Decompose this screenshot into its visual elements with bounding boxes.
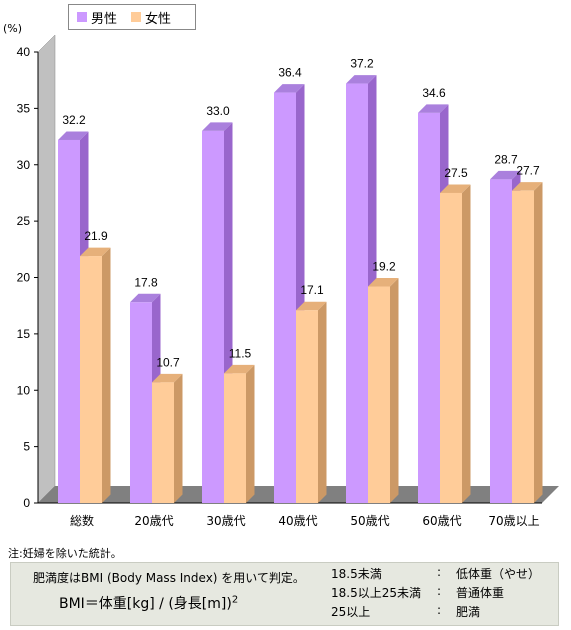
bar-male-top: [130, 293, 161, 303]
y-tick-label: 10: [17, 383, 31, 397]
bar-male: [130, 302, 152, 503]
chart-legend: 男性 女性: [68, 4, 196, 30]
bar-male-top: [418, 104, 449, 113]
bar-female-side: [174, 373, 183, 503]
data-label-male: 17.8: [134, 275, 158, 289]
x-tick-label: 20歳代: [134, 514, 173, 528]
bar-male-top: [274, 84, 305, 93]
criterion-label-3: 肥満: [456, 605, 481, 619]
y-tick-label: 25: [17, 214, 31, 228]
data-label-male: 34.6: [422, 86, 446, 100]
bar-male: [58, 139, 80, 503]
bar-female-side: [534, 182, 543, 503]
bar-female: [152, 382, 174, 503]
y-tick-label: 20: [17, 271, 31, 285]
bmi-info-title: 肥満度はBMI (Body Mass Index) を用いて判定。: [33, 571, 305, 585]
bar-female-top: [80, 247, 111, 257]
data-label-male: 33.0: [206, 104, 230, 118]
bar-female-top: [152, 373, 183, 383]
data-label-female: 27.5: [444, 166, 468, 180]
x-tick-label: 40歳代: [278, 514, 317, 528]
bar-female: [368, 286, 390, 503]
y-tick-label: 0: [23, 496, 30, 510]
bar-female: [440, 192, 462, 503]
bmi-formula: BMI＝体重[kg] / (身長[m])2: [59, 593, 238, 613]
chart-side-wall: [37, 34, 56, 504]
bar-female: [512, 190, 534, 503]
criterion-sep-3: :: [437, 603, 442, 617]
bar-male: [202, 130, 224, 504]
y-tick-label: 30: [17, 158, 31, 172]
y-tick-label: 40: [17, 45, 31, 59]
data-label-female: 21.9: [84, 229, 108, 243]
data-label-male: 37.2: [350, 57, 374, 71]
bar-male-top: [58, 131, 89, 140]
bmi-info-box: 肥満度はBMI (Body Mass Index) を用いて判定。 BMI＝体重…: [10, 562, 559, 626]
bar-female-side: [462, 184, 471, 503]
data-label-female: 10.7: [156, 355, 180, 369]
bar-male: [274, 92, 296, 503]
criterion-label-2: 普通体重: [456, 586, 505, 600]
bar-chart: 0 5 10 15 20 25 30 35 40 32.2 21.9 総数 17.8 10.7 20歳代 33…: [17, 34, 559, 528]
bar-female-side: [390, 278, 399, 503]
y-tick-label: 35: [17, 101, 31, 115]
data-label-male: 36.4: [278, 66, 302, 80]
bar-female-top: [296, 301, 327, 311]
legend-item-male: 男性: [77, 8, 117, 27]
bar-female-side: [246, 364, 255, 503]
criterion-sep-2: :: [437, 584, 442, 598]
legend-swatch-female: [131, 12, 142, 22]
x-tick-label: 総数: [70, 513, 94, 528]
criterion-range-3: 25以上: [331, 605, 371, 619]
bar-male-top: [202, 122, 233, 131]
criterion-sep-1: :: [437, 565, 442, 579]
bar-male: [346, 83, 368, 503]
bar-female-top: [512, 182, 543, 191]
x-tick-label: 70歳以上: [488, 514, 539, 528]
criterion-range-2: 18.5以上25未満: [331, 586, 421, 600]
bar-female: [296, 310, 318, 503]
data-label-male: 32.2: [62, 113, 86, 127]
y-tick-label: 5: [23, 440, 30, 454]
criterion-label-1: 低体重（やせ）: [456, 567, 541, 581]
legend-label-male: 男性: [91, 11, 118, 27]
legend-swatch-male: [77, 12, 87, 22]
bmi-formula-text: BMI＝体重[kg] / (身長[m]): [59, 596, 232, 612]
bar-male-top: [346, 75, 377, 84]
bar-female-top: [224, 364, 255, 374]
bar-male: [490, 179, 512, 503]
data-label-female: 17.1: [300, 283, 324, 297]
bar-female-top: [440, 184, 471, 193]
bar-female: [80, 256, 102, 503]
data-label-female: 11.5: [229, 346, 252, 360]
bmi-formula-exponent: 2: [231, 594, 239, 606]
y-tick-label: 15: [17, 327, 31, 341]
data-label-female: 27.7: [516, 164, 540, 178]
bar-female-side: [318, 301, 327, 503]
x-tick-label: 60歳代: [422, 514, 461, 528]
legend-label-female: 女性: [145, 11, 172, 27]
bar-male: [418, 112, 440, 503]
bar-female: [224, 373, 246, 503]
data-label-female: 19.2: [372, 260, 396, 274]
x-tick-label: 30歳代: [206, 514, 245, 528]
bar-female-side: [102, 247, 111, 503]
bar-female-top: [368, 278, 399, 287]
x-tick-label: 50歳代: [350, 514, 389, 528]
bar-male-top: [490, 170, 521, 180]
footnote: 注:妊婦を除いた統計。: [8, 547, 122, 560]
criterion-range-1: 18.5未満: [331, 567, 382, 581]
y-axis-unit: (%): [3, 22, 23, 35]
data-label-male: 28.7: [494, 152, 518, 166]
legend-item-female: 女性: [131, 8, 171, 27]
